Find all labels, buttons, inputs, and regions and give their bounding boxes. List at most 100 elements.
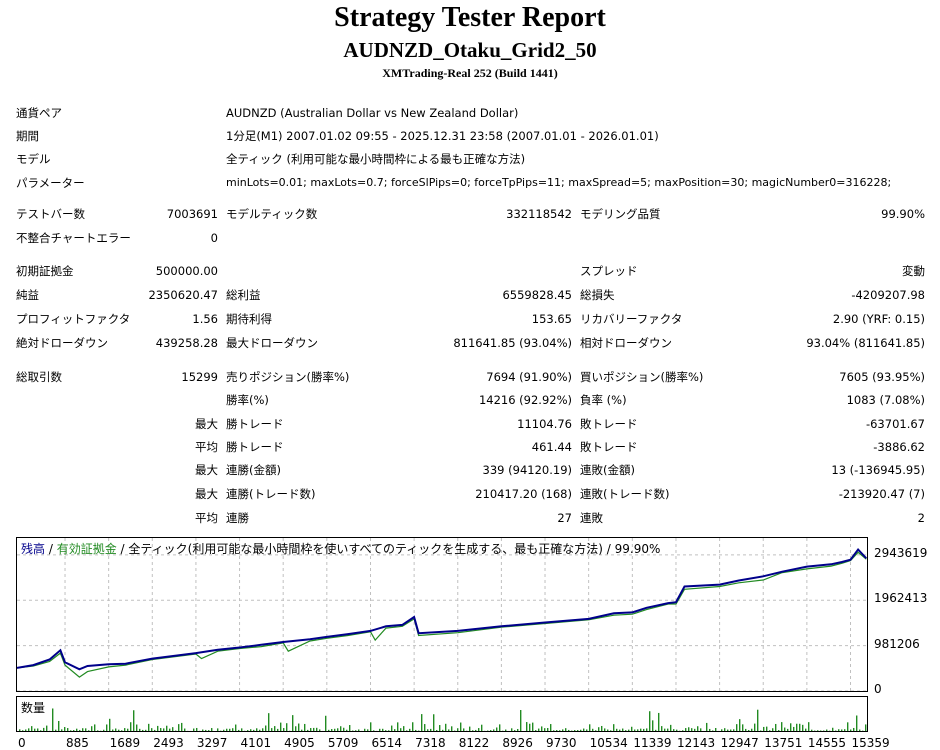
- x-tick-label-3: 2493: [153, 736, 184, 750]
- loss-rate-value: 1083 (7.08%): [846, 393, 925, 407]
- rel-drawdown-label: 相対ドローダウン: [580, 336, 672, 350]
- balance-line: [17, 547, 867, 671]
- volume-bar: [343, 727, 345, 731]
- volume-bar: [415, 729, 417, 731]
- recovery-factor-value: 2.90 (YRF: 0.15): [832, 312, 925, 326]
- volume-bar: [163, 728, 165, 731]
- volume-bar: [361, 730, 363, 731]
- info-value-period: 1分足(M1) 2007.01.02 09:55 - 2025.12.31 23…: [226, 129, 659, 143]
- max-win-value: 11104.76: [517, 417, 572, 431]
- volume-bar: [67, 728, 69, 731]
- volume-bar: [469, 726, 471, 731]
- volume-bar: [493, 729, 495, 731]
- volume-bar: [847, 722, 849, 731]
- volume-bar: [730, 729, 732, 731]
- volume-bar: [268, 713, 270, 731]
- volume-bar: [655, 729, 657, 731]
- mismatch-value: 0: [210, 231, 218, 245]
- x-tick-label-18: 14555: [807, 736, 847, 750]
- volume-bar: [346, 729, 348, 731]
- volume-bar: [535, 730, 537, 731]
- volume-bar: [490, 730, 492, 731]
- volume-bar: [232, 728, 234, 731]
- info-label-parameters: パラメーター: [16, 176, 85, 190]
- short-positions-label: 売りポジション(勝率%): [226, 370, 350, 384]
- volume-bar: [241, 728, 243, 731]
- volume-bar: [673, 729, 675, 731]
- x-tick-label-4: 3297: [196, 736, 228, 750]
- volume-bar: [382, 728, 384, 731]
- volume-bar: [406, 730, 408, 731]
- volume-bar: [562, 729, 564, 731]
- avg-consec-wins-value: 27: [557, 511, 572, 525]
- volume-bar: [247, 730, 249, 731]
- volume-chart: 数量: [16, 696, 868, 732]
- volume-bar: [826, 729, 828, 731]
- volume-bar: [43, 727, 45, 731]
- volume-bar: [571, 730, 573, 731]
- volume-bar: [628, 729, 630, 731]
- max-loss-label: 敗トレード: [580, 417, 638, 431]
- volume-bar: [373, 730, 375, 731]
- max-drawdown-label: 最大ドローダウン: [226, 336, 318, 350]
- long-positions-value: 7605 (93.95%): [839, 370, 925, 384]
- volume-bar: [865, 724, 867, 731]
- max-drawdown-value: 811641.85 (93.04%): [453, 336, 572, 350]
- volume-bar: [385, 730, 387, 731]
- report-title: Strategy Tester Report: [334, 2, 606, 33]
- volume-bar: [613, 724, 615, 731]
- volume-bar: [103, 729, 105, 731]
- volume-bar: [541, 726, 543, 731]
- volume-bar: [391, 725, 393, 731]
- balance-chart-svg: [17, 538, 867, 691]
- volume-bar: [787, 728, 789, 731]
- volume-bar: [445, 723, 447, 731]
- volume-bar: [127, 728, 129, 731]
- volume-bar: [124, 728, 126, 731]
- volume-bar: [364, 728, 366, 731]
- profit-factor-label: プロフィットファクタ: [16, 312, 131, 326]
- volume-chart-svg: [19, 708, 867, 731]
- volume-bar: [565, 728, 567, 731]
- volume-bar: [709, 728, 711, 731]
- volume-bar: [28, 728, 30, 731]
- volume-bar: [715, 728, 717, 731]
- volume-bar: [289, 730, 291, 731]
- volume-bar: [208, 730, 210, 731]
- volume-bar: [820, 730, 822, 731]
- volume-bar: [148, 723, 150, 731]
- volume-bar: [658, 712, 660, 731]
- x-tick-label-8: 6514: [371, 736, 403, 750]
- x-tick-label-9: 7318: [415, 736, 446, 750]
- x-tick-label-10: 8122: [458, 736, 490, 750]
- volume-bar: [532, 722, 534, 731]
- volume-bar: [271, 728, 273, 731]
- volume-bar: [451, 726, 453, 731]
- net-profit-label: 純益: [16, 288, 39, 302]
- modeling-quality-label: モデリング品質: [580, 207, 661, 221]
- max-win-label: 勝トレード: [226, 417, 284, 431]
- abs-drawdown-label: 絶対ドローダウン: [16, 336, 108, 350]
- volume-bar: [736, 724, 738, 731]
- volume-bar: [802, 724, 804, 731]
- volume-bar: [250, 729, 252, 731]
- volume-bar: [304, 723, 306, 731]
- volume-bar: [25, 729, 27, 731]
- volume-bar: [634, 729, 636, 731]
- volume-bar: [118, 729, 120, 731]
- volume-bar: [211, 728, 213, 731]
- volume-bar: [97, 730, 99, 731]
- max-consec-profit-value: 210417.20 (168): [475, 487, 572, 501]
- volume-bar: [661, 726, 663, 731]
- max-consec-wins-value: 339 (94120.19): [482, 463, 572, 477]
- total-trades-value: 15299: [181, 370, 218, 384]
- y-tick-label-0: 0: [874, 682, 882, 696]
- volume-bar: [862, 730, 864, 731]
- volume-bar: [121, 730, 123, 731]
- volume-bar: [814, 730, 816, 731]
- info-label-model: モデル: [16, 152, 51, 166]
- loss-rate-label: 負率 (%): [580, 393, 627, 407]
- volume-bar: [157, 725, 159, 731]
- volume-bar: [319, 729, 321, 731]
- volume-bar: [817, 730, 819, 731]
